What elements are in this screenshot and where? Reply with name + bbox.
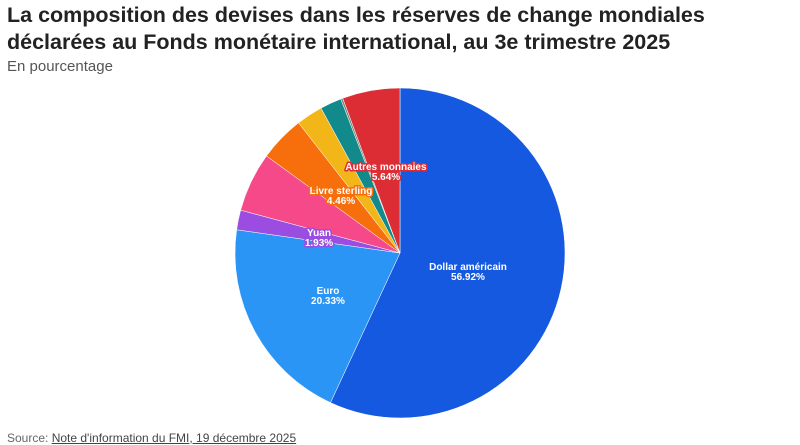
- slice-label-name: Euro: [317, 286, 340, 297]
- source: Source: Note d'information du FMI, 19 dé…: [7, 431, 296, 445]
- source-prefix: Source:: [7, 431, 52, 445]
- pie-slice: [234, 229, 401, 403]
- slice-label-value: 20.33%: [311, 296, 345, 307]
- slice-label-value: 4.46%: [327, 196, 355, 207]
- pie-slice: [342, 87, 401, 254]
- slice-label-name: Yuan: [307, 228, 331, 239]
- slice-label-name: Dollar américain: [429, 262, 507, 273]
- slice-label-value: 1.93%: [305, 238, 333, 249]
- source-link[interactable]: Note d'information du FMI, 19 décembre 2…: [51, 431, 297, 445]
- slice-label-name: Livre sterling: [310, 186, 373, 197]
- title-line-2: déclarées au Fonds monétaire internation…: [7, 30, 671, 54]
- slice-label-name: Autres monnaies: [345, 162, 427, 173]
- slice-label-value: 5.64%: [372, 172, 400, 183]
- chart-title: La composition des devises dans les rése…: [7, 2, 705, 56]
- chart-subtitle: En pourcentage: [7, 58, 113, 75]
- title-line-1: La composition des devises dans les rése…: [7, 3, 705, 27]
- pie-slice: [330, 87, 566, 419]
- slice-label-value: 56.92%: [451, 272, 485, 283]
